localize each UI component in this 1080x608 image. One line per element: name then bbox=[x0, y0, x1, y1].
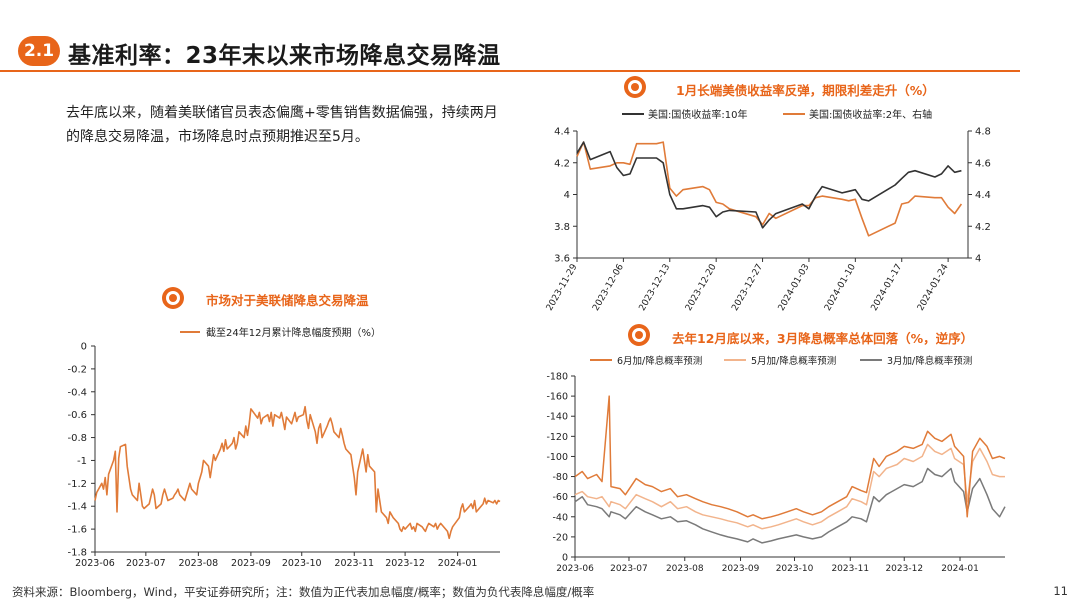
x-tick-label: 2023-10 bbox=[776, 564, 814, 574]
x-tick-label: 2023-12 bbox=[885, 564, 923, 574]
y-tick-label: -20 bbox=[552, 532, 568, 543]
series-line bbox=[574, 443, 1005, 530]
chart-title-treasury-yields: 1月长端美债收益率反弹，期限利差走升（%） bbox=[676, 83, 935, 98]
series-line bbox=[574, 467, 1006, 544]
y-tick-label: -0.4 bbox=[67, 387, 87, 398]
y-tick-label-left: 4.2 bbox=[554, 158, 570, 169]
y-tick-label-left: 3.8 bbox=[554, 222, 570, 233]
target-icon bbox=[628, 324, 650, 346]
legend-label: 美国:国债收益率:2年、右轴 bbox=[809, 108, 932, 121]
x-tick-label: 2023-08 bbox=[179, 558, 219, 569]
x-tick-label: 2023-11-29 bbox=[545, 262, 580, 313]
x-tick-label: 2023-12-06 bbox=[591, 262, 626, 313]
y-tick-label: 0 bbox=[81, 342, 87, 353]
x-tick-label: 2024-01 bbox=[438, 558, 478, 569]
target-icon bbox=[162, 287, 184, 309]
x-tick-label: 2023-12-13 bbox=[638, 263, 673, 313]
legend-label: 3月加/降息概率预测 bbox=[887, 355, 972, 367]
y-tick-label: -1.4 bbox=[67, 502, 87, 513]
series-line-2y bbox=[576, 141, 963, 237]
x-tick-label: 2024-01-17 bbox=[870, 263, 905, 313]
y-tick-label-left: 4.4 bbox=[554, 127, 570, 138]
rate-cut-expectation-chart: 0-0.2-0.4-0.6-0.8-1-1.2-1.4-1.6-1.82023-… bbox=[67, 326, 501, 569]
y-tick-label-right: 4.6 bbox=[975, 158, 991, 169]
x-tick-label: 2024-01-24 bbox=[916, 262, 951, 313]
y-tick-label-left: 3.6 bbox=[554, 254, 570, 265]
cut-probability-chart: -180 -160 -140 -120 -100 -80 -60 -40 -20 02023-06… bbox=[546, 355, 1006, 574]
x-tick-label: 2023-12-27 bbox=[730, 263, 765, 313]
x-tick-label: 2023-06 bbox=[556, 564, 594, 574]
x-tick-label: 2023-11 bbox=[334, 558, 374, 569]
y-tick-label: -40 bbox=[552, 512, 568, 523]
section-badge: 2.1 bbox=[18, 36, 60, 66]
y-tick-label: -0.8 bbox=[67, 433, 87, 444]
x-tick-label: 2024-01-10 bbox=[823, 262, 858, 313]
x-tick-label: 2023-08 bbox=[666, 564, 704, 574]
y-tick-label: -180 bbox=[546, 372, 568, 383]
legend-label: 6月加/降息概率预测 bbox=[617, 355, 702, 367]
y-tick-label: -140 bbox=[546, 412, 568, 423]
chart-title-cut-probability: 去年12月底以来，3月降息概率总体回落（%，逆序） bbox=[672, 331, 974, 346]
y-tick-label-left: 4 bbox=[564, 190, 570, 201]
legend-label: 美国:国债收益率:10年 bbox=[648, 108, 747, 121]
x-tick-label: 2023-09 bbox=[231, 558, 271, 569]
y-tick-label: -0.6 bbox=[67, 410, 87, 421]
y-tick-label-right: 4.4 bbox=[975, 190, 991, 201]
x-tick-label: 2023-11 bbox=[831, 564, 869, 574]
series-line-10y bbox=[576, 141, 962, 229]
x-tick-label: 2023-12-20 bbox=[684, 262, 719, 313]
y-tick-label: -120 bbox=[546, 432, 568, 443]
y-tick-label: -1.6 bbox=[67, 525, 87, 536]
x-tick-label: 2023-12 bbox=[385, 558, 425, 569]
chart-title-rate-cut-expectation: 市场对于美联储降息交易降温 bbox=[206, 293, 369, 308]
y-tick-label: -1.2 bbox=[67, 479, 87, 490]
series-line bbox=[94, 405, 501, 540]
source-note: 资料来源：Bloomberg，Wind，平安证券研究所；注：数值为正代表加息幅度… bbox=[12, 585, 595, 599]
y-tick-label-right: 4.2 bbox=[975, 222, 991, 233]
y-tick-label: -1 bbox=[77, 456, 87, 467]
y-tick-label: -160 bbox=[546, 392, 568, 403]
y-tick-label-right: 4 bbox=[975, 254, 981, 265]
y-tick-label-right: 4.8 bbox=[975, 127, 991, 138]
treasury-yield-chart: 4.4 4.2 4 3.8 3.6 4.8 4.6 4.4 4.2 4 2023-11-29 2023… bbox=[545, 108, 991, 313]
legend-label: 5月加/降息概率预测 bbox=[751, 355, 836, 367]
x-tick-label: 2024-01-03 bbox=[777, 263, 812, 313]
x-tick-label: 2023-09 bbox=[722, 564, 760, 574]
y-tick-label: -0.2 bbox=[67, 364, 87, 375]
x-tick-label: 2024-01 bbox=[941, 564, 979, 574]
page-title: 基准利率：23年末以来市场降息交易降温 bbox=[68, 43, 501, 69]
x-tick-label: 2023-07 bbox=[610, 564, 648, 574]
page-number: 11 bbox=[1053, 584, 1068, 598]
x-tick-label: 2023-10 bbox=[282, 558, 322, 569]
y-tick-label: 0 bbox=[562, 553, 568, 564]
intro-paragraph: 去年底以来，随着美联储官员表态偏鹰+零售销售数据偏强，持续两月的降息交易降温，市… bbox=[66, 105, 498, 145]
y-tick-label: -100 bbox=[546, 452, 568, 463]
title-divider bbox=[0, 70, 1020, 72]
target-icon bbox=[624, 76, 646, 98]
y-tick-label: -60 bbox=[552, 492, 568, 503]
x-tick-label: 2023-06 bbox=[75, 558, 115, 569]
series-line bbox=[574, 395, 1006, 520]
x-tick-label: 2023-07 bbox=[126, 558, 166, 569]
legend-label: 截至24年12月累计降息幅度预期（%） bbox=[206, 326, 381, 339]
y-tick-label: -80 bbox=[552, 472, 568, 483]
y-tick-label: -1.8 bbox=[67, 548, 87, 559]
